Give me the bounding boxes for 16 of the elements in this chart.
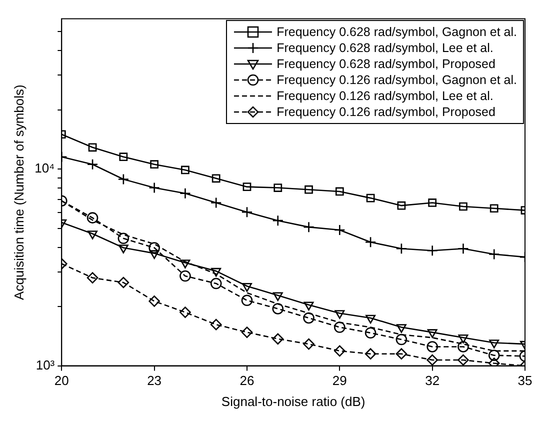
legend-label: Frequency 0.126 rad/symbol, Lee et al. [276,88,494,103]
legend-label: Frequency 0.126 rad/symbol, Proposed [276,104,496,119]
y-tick-label: 10⁴ [34,160,55,176]
x-tick-label: 35 [518,373,532,388]
x-tick-label: 23 [147,373,162,388]
x-tick-label: 32 [425,373,440,388]
x-tick-label: 26 [240,373,254,388]
legend-label: Frequency 0.628 rad/symbol, Lee et al. [276,40,494,55]
y-tick-label: 10³ [36,357,56,372]
y-axis-title: Acquisition time (Number of symbols) [11,84,26,300]
x-axis-title: Signal-to-noise ratio (dB) [221,394,366,409]
x-tick-label: 20 [54,373,69,388]
legend-label: Frequency 0.126 rad/symbol, Gagnon et al. [276,72,517,87]
legend-label: Frequency 0.628 rad/symbol, Gagnon et al. [276,24,517,39]
x-tick-label: 29 [332,373,347,388]
legend-label: Frequency 0.628 rad/symbol, Proposed [276,56,496,71]
